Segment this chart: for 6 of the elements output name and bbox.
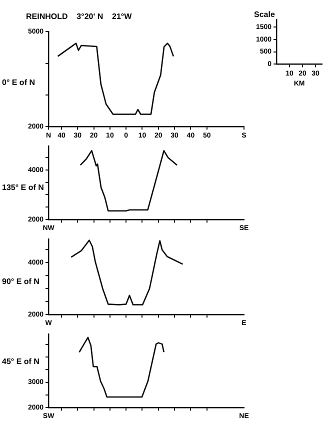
chart-title: Scale <box>254 10 276 20</box>
y-axis-title: 0° E of N <box>2 78 35 88</box>
y-axis-title: 90° E of N <box>2 276 40 286</box>
y-axis-title: 45° E of N <box>2 356 40 366</box>
y-axis-title: 135° E of N <box>2 182 44 192</box>
chart-title: REINHOLD 3°20' N 21°W <box>26 12 132 22</box>
